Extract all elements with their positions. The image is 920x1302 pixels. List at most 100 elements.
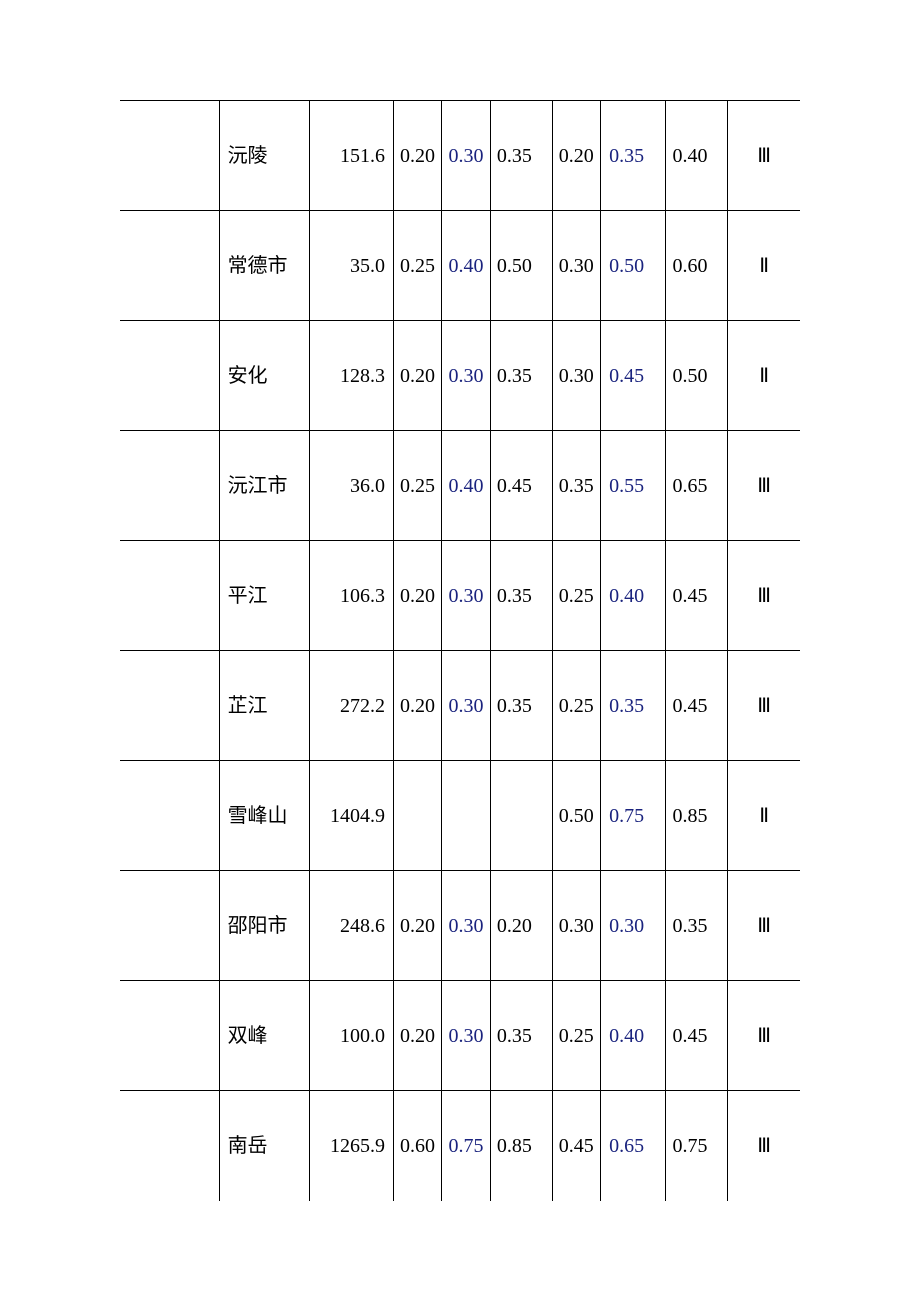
table-cell: 0.35 (490, 101, 552, 211)
table-cell: 0.25 (552, 981, 600, 1091)
table-row: 双峰100.00.200.300.350.250.400.45Ⅲ (120, 981, 800, 1091)
table-cell: 0.65 (666, 431, 728, 541)
table-cell: 0.35 (601, 651, 666, 761)
table-cell: 36.0 (309, 431, 393, 541)
table-cell: 128.3 (309, 321, 393, 431)
table-row: 沅江市36.00.250.400.450.350.550.65Ⅲ (120, 431, 800, 541)
table-cell: 0.20 (394, 871, 442, 981)
table-cell (120, 651, 219, 761)
table-cell: 常德市 (219, 211, 309, 321)
table-row: 平江106.30.200.300.350.250.400.45Ⅲ (120, 541, 800, 651)
table-row: 雪峰山1404.90.500.750.85Ⅱ (120, 761, 800, 871)
table-cell (120, 431, 219, 541)
table-cell: 0.30 (552, 321, 600, 431)
table-cell: 0.65 (601, 1091, 666, 1201)
table-cell: 0.45 (666, 981, 728, 1091)
table-cell: 0.20 (394, 651, 442, 761)
table-cell: 0.20 (394, 981, 442, 1091)
table-cell: Ⅱ (728, 321, 800, 431)
table-cell: 0.30 (552, 871, 600, 981)
table-row: 安化128.30.200.300.350.300.450.50Ⅱ (120, 321, 800, 431)
table-cell: 双峰 (219, 981, 309, 1091)
table-cell: 0.30 (601, 871, 666, 981)
table-cell: 0.35 (490, 541, 552, 651)
table-cell: 邵阳市 (219, 871, 309, 981)
table-cell (490, 761, 552, 871)
table-cell: 0.25 (552, 651, 600, 761)
table-cell (120, 761, 219, 871)
table-cell: 0.30 (442, 981, 490, 1091)
table-cell: 0.75 (666, 1091, 728, 1201)
table-cell: 0.35 (552, 431, 600, 541)
table-cell: 0.40 (601, 981, 666, 1091)
table-cell: Ⅱ (728, 761, 800, 871)
table-cell: Ⅲ (728, 871, 800, 981)
table-cell: 0.30 (442, 321, 490, 431)
table-cell: 0.35 (490, 321, 552, 431)
table-row: 芷江272.20.200.300.350.250.350.45Ⅲ (120, 651, 800, 761)
table-cell: 0.40 (666, 101, 728, 211)
table-cell: 0.85 (490, 1091, 552, 1201)
table-cell: 0.20 (394, 541, 442, 651)
table-cell: 1404.9 (309, 761, 393, 871)
table-cell: 106.3 (309, 541, 393, 651)
table-cell: 0.40 (442, 211, 490, 321)
data-table: 沅陵151.60.200.300.350.200.350.40Ⅲ常德市35.00… (120, 100, 800, 1201)
table-cell: 0.45 (552, 1091, 600, 1201)
table-cell: 0.30 (552, 211, 600, 321)
table-cell (120, 1091, 219, 1201)
table-cell (120, 541, 219, 651)
table-cell (442, 761, 490, 871)
table-cell: Ⅲ (728, 541, 800, 651)
table-cell: 0.30 (442, 651, 490, 761)
table-cell: 0.60 (666, 211, 728, 321)
table-body: 沅陵151.60.200.300.350.200.350.40Ⅲ常德市35.00… (120, 101, 800, 1201)
table-cell: 0.35 (601, 101, 666, 211)
table-cell (394, 761, 442, 871)
table-cell (120, 871, 219, 981)
table-cell: 0.75 (442, 1091, 490, 1201)
table-cell: 248.6 (309, 871, 393, 981)
table-cell: 0.50 (490, 211, 552, 321)
table-cell: 0.60 (394, 1091, 442, 1201)
table-cell: 0.45 (490, 431, 552, 541)
table-cell: 南岳 (219, 1091, 309, 1201)
table-cell: 0.30 (442, 541, 490, 651)
table-cell: 0.20 (394, 101, 442, 211)
table-cell: 272.2 (309, 651, 393, 761)
table-cell: Ⅲ (728, 1091, 800, 1201)
table-cell: 0.45 (666, 651, 728, 761)
table-cell: 0.20 (394, 321, 442, 431)
table-cell: 平江 (219, 541, 309, 651)
table-cell: 沅江市 (219, 431, 309, 541)
table-cell: 0.50 (601, 211, 666, 321)
table-cell: 151.6 (309, 101, 393, 211)
table-cell (120, 101, 219, 211)
table-cell (120, 211, 219, 321)
table-row: 邵阳市248.60.200.300.200.300.300.35Ⅲ (120, 871, 800, 981)
table-cell: 0.45 (666, 541, 728, 651)
table-cell: Ⅲ (728, 981, 800, 1091)
table-row: 南岳1265.90.600.750.850.450.650.75Ⅲ (120, 1091, 800, 1201)
table-cell: Ⅲ (728, 431, 800, 541)
table-cell: 1265.9 (309, 1091, 393, 1201)
table-cell (120, 321, 219, 431)
table-cell: 0.25 (394, 211, 442, 321)
table-cell: 0.55 (601, 431, 666, 541)
table-cell: 0.45 (601, 321, 666, 431)
table-cell: 100.0 (309, 981, 393, 1091)
table-cell: 0.30 (442, 101, 490, 211)
table-cell: 0.20 (552, 101, 600, 211)
table-cell: 沅陵 (219, 101, 309, 211)
table-cell: Ⅲ (728, 101, 800, 211)
table-cell: 芷江 (219, 651, 309, 761)
table-cell: 0.25 (552, 541, 600, 651)
table-cell: 35.0 (309, 211, 393, 321)
table-cell: Ⅲ (728, 651, 800, 761)
table-cell: 0.50 (552, 761, 600, 871)
table-cell: 0.30 (442, 871, 490, 981)
table-cell: 0.35 (490, 981, 552, 1091)
table-cell: 0.40 (442, 431, 490, 541)
table-cell: 0.85 (666, 761, 728, 871)
table-cell: 雪峰山 (219, 761, 309, 871)
